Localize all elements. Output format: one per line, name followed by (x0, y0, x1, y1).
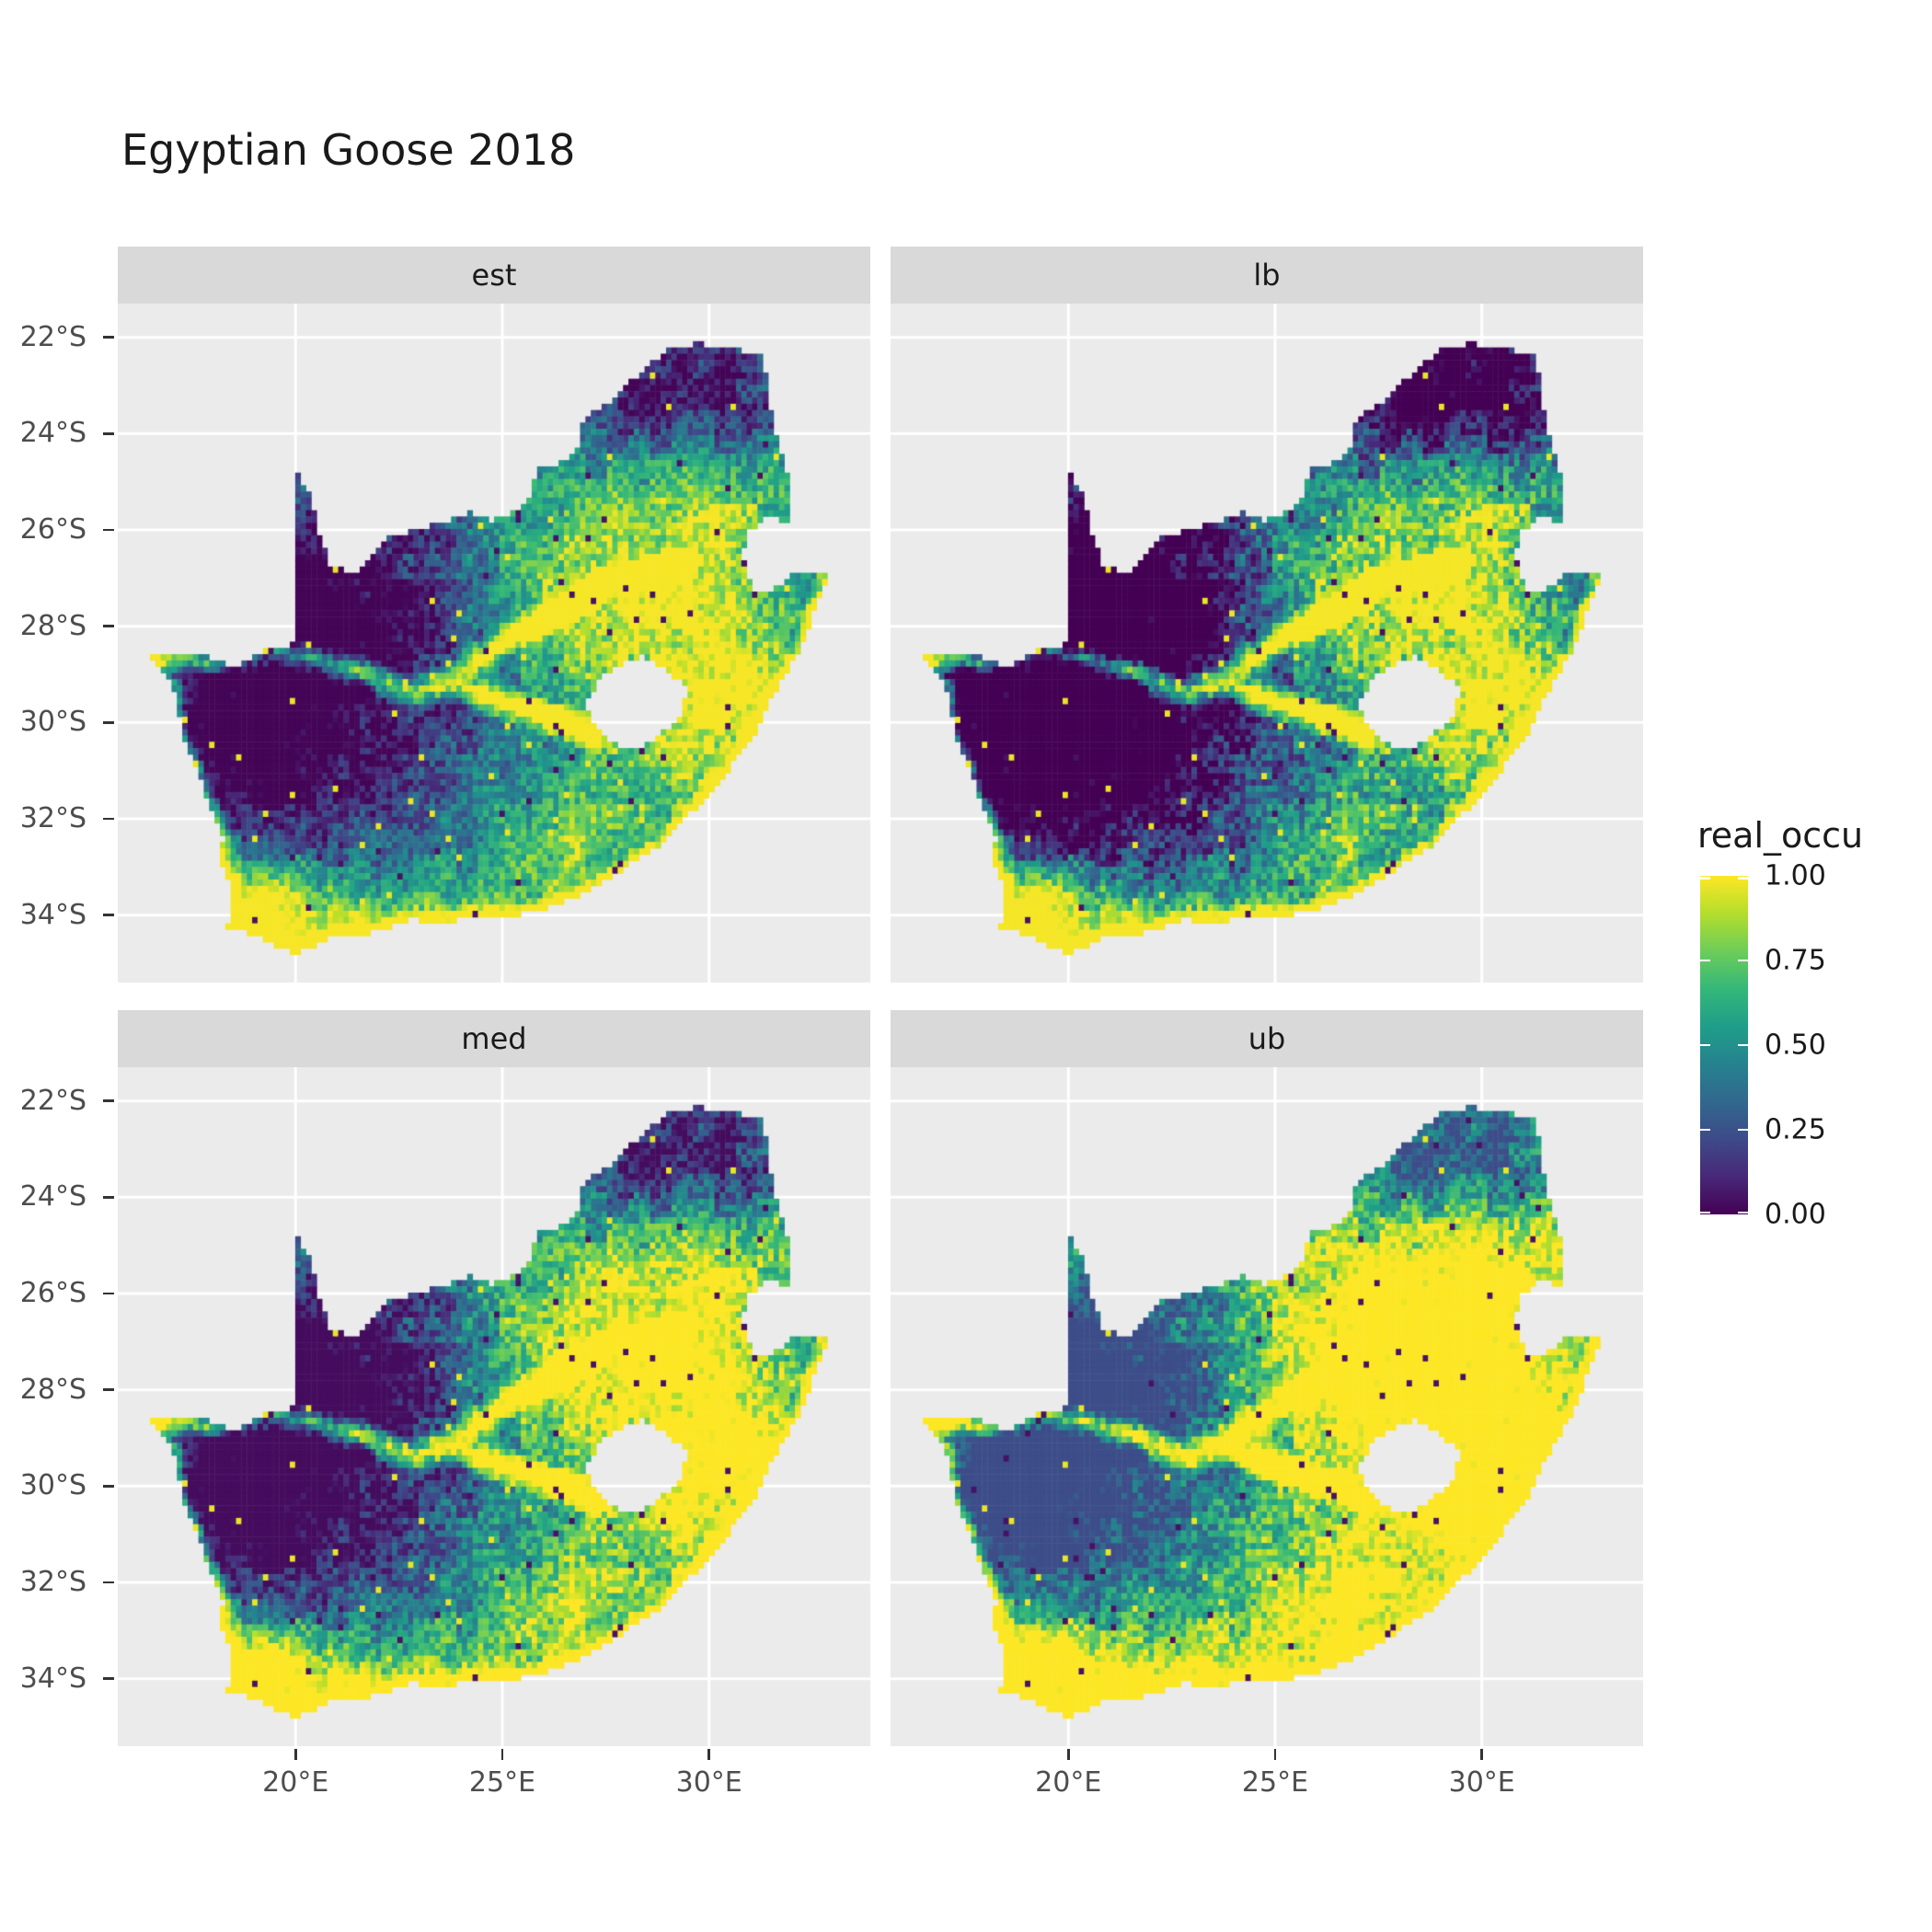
legend-tick-mark (1700, 1211, 1710, 1213)
legend-tick-mark (1738, 1211, 1748, 1213)
facet-strip-label-ub: ub (1248, 1021, 1286, 1056)
x-axis-label: 30°E (1448, 1766, 1515, 1799)
facet-panel-ub (891, 1067, 1643, 1746)
y-axis-tick (103, 1677, 114, 1680)
x-axis-tick (294, 1749, 297, 1760)
y-axis-tick (103, 432, 114, 435)
facet-strip-ub: ub (891, 1010, 1643, 1067)
y-axis-tick (103, 336, 114, 339)
legend-tick-label: 0.25 (1765, 1113, 1826, 1146)
y-axis-label: 28°S (19, 1373, 86, 1406)
map-raster-lb (891, 304, 1643, 983)
x-axis-tick (1273, 1749, 1277, 1760)
legend-tick-label: 0.00 (1765, 1198, 1826, 1231)
y-axis-tick (103, 1485, 114, 1488)
y-axis-tick (103, 914, 114, 916)
y-axis-label: 22°S (19, 320, 86, 353)
y-axis-tick (103, 625, 114, 627)
x-axis-tick (1480, 1749, 1483, 1760)
x-axis-label: 20°E (262, 1766, 329, 1799)
y-axis-label: 22°S (19, 1084, 86, 1117)
y-axis-label: 26°S (19, 1276, 86, 1309)
legend-tick-label: 0.50 (1765, 1029, 1826, 1062)
y-axis-label: 32°S (19, 1565, 86, 1598)
y-axis-tick (103, 1581, 114, 1584)
facet-strip-label-lb: lb (1253, 258, 1281, 293)
x-axis-tick (500, 1749, 504, 1760)
y-axis-tick (103, 817, 114, 821)
x-axis-label: 30°E (675, 1766, 742, 1799)
legend-tick-mark (1738, 877, 1748, 880)
facet-strip-label-med: med (461, 1021, 527, 1056)
y-axis-label: 26°S (19, 512, 86, 546)
y-axis-label: 24°S (19, 1180, 86, 1213)
facet-panel-lb (891, 304, 1643, 983)
legend-tick-mark (1738, 959, 1748, 962)
x-axis-tick (707, 1749, 710, 1760)
y-axis-label: 24°S (19, 417, 86, 450)
legend-tick-mark (1738, 1043, 1748, 1047)
legend-tick-mark (1700, 959, 1710, 962)
legend-tick-mark (1700, 1043, 1710, 1047)
y-axis-label: 28°S (19, 609, 86, 642)
y-axis-label: 30°S (19, 706, 86, 739)
facet-strip-est: est (118, 247, 870, 304)
y-axis-label: 32°S (19, 801, 86, 834)
legend-tick-mark (1738, 1128, 1748, 1132)
map-raster-est (118, 304, 870, 983)
map-raster-ub (891, 1067, 1643, 1746)
x-axis-tick (1067, 1749, 1070, 1760)
map-raster-med (118, 1067, 870, 1746)
legend-tick-mark (1700, 877, 1710, 880)
y-axis-tick (103, 721, 114, 724)
y-axis-tick (103, 1196, 114, 1199)
legend-tick-label: 0.75 (1765, 944, 1826, 977)
x-axis-label: 25°E (468, 1766, 536, 1799)
plot-title: Egyptian Goose 2018 (121, 125, 576, 175)
y-axis-tick (103, 1388, 114, 1391)
facet-strip-label-est: est (471, 258, 517, 293)
legend-tick-label: 1.00 (1765, 859, 1826, 892)
y-axis-label: 34°S (19, 1662, 86, 1695)
facet-panel-est (118, 304, 870, 983)
facet-strip-med: med (118, 1010, 870, 1067)
x-axis-label: 20°E (1035, 1766, 1102, 1799)
facet-strip-lb: lb (891, 247, 1643, 304)
y-axis-tick (103, 528, 114, 532)
y-axis-tick (103, 1292, 114, 1295)
facet-panel-med (118, 1067, 870, 1746)
x-axis-label: 25°E (1241, 1766, 1309, 1799)
y-axis-tick (103, 1099, 114, 1102)
legend-title: real_occu (1697, 815, 1864, 856)
y-axis-label: 34°S (19, 898, 86, 931)
legend-tick-mark (1700, 1128, 1710, 1132)
y-axis-label: 30°S (19, 1469, 86, 1502)
